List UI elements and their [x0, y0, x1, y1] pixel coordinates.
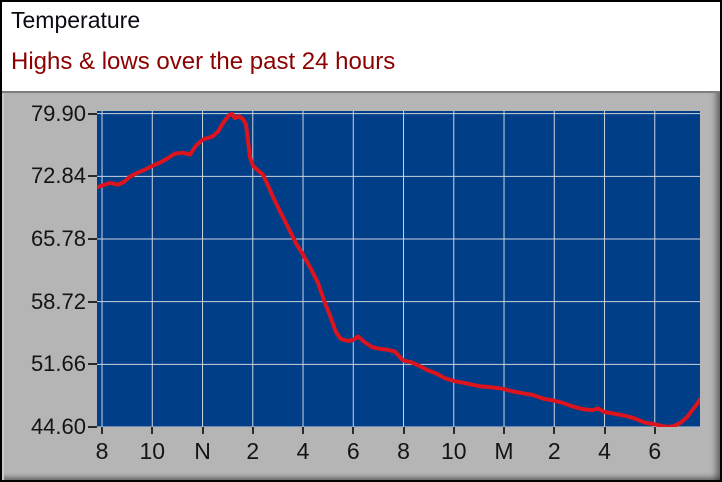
- x-tick-mark: [101, 427, 104, 434]
- x-tick-mark: [352, 427, 355, 434]
- x-tick-label: 8: [397, 438, 410, 464]
- x-tick-mark: [503, 427, 506, 434]
- x-tick-mark: [603, 427, 606, 434]
- x-tick-mark: [251, 427, 254, 434]
- x-tick-mark: [653, 427, 656, 434]
- x-tick-label: 2: [547, 438, 561, 464]
- y-tick-label: 58.72: [30, 288, 86, 314]
- x-tick-label: M: [494, 438, 514, 464]
- x-tick-label: 6: [648, 438, 662, 464]
- y-tick-mark: [88, 363, 97, 366]
- chart-subtitle: Highs & lows over the past 24 hours: [11, 48, 396, 75]
- y-tick-label: 51.66: [30, 351, 86, 377]
- temperature-line: [97, 111, 700, 427]
- x-tick-label: 6: [346, 438, 360, 464]
- x-tick-mark: [201, 427, 204, 434]
- x-tick-mark: [151, 427, 154, 434]
- y-tick-label: 44.60: [30, 414, 86, 439]
- temperature-line-chart: [97, 111, 700, 427]
- plot-area: [97, 111, 700, 427]
- x-tick-label: 8: [95, 438, 109, 464]
- chart-panel: 79.90 72.84 65.78 58.72 51.66 44.60 8 10 N 2 4 6 8 10…: [2, 91, 720, 480]
- x-tick-label: 10: [440, 438, 467, 464]
- x-tick-mark: [553, 427, 556, 434]
- y-tick-label: 65.78: [30, 225, 86, 251]
- y-tick-mark: [88, 300, 97, 303]
- y-tick-mark: [88, 426, 97, 428]
- x-tick-mark: [402, 427, 405, 434]
- y-tick-label: 79.90: [30, 100, 86, 126]
- x-tick-label: 4: [598, 438, 611, 464]
- x-tick-label: 10: [139, 438, 166, 464]
- y-tick-mark: [88, 237, 97, 240]
- x-tick-mark: [302, 427, 305, 434]
- x-tick-mark: [452, 427, 455, 434]
- y-tick-mark: [88, 175, 97, 178]
- x-tick-label: 4: [296, 438, 310, 464]
- y-tick-mark: [88, 112, 97, 115]
- chart-header: Temperature Highs & lows over the past 2…: [2, 2, 720, 91]
- y-tick-label: 72.84: [30, 163, 86, 189]
- x-tick-label: 2: [246, 438, 260, 464]
- page-title: Temperature: [11, 7, 141, 33]
- x-tick-label: N: [194, 438, 211, 464]
